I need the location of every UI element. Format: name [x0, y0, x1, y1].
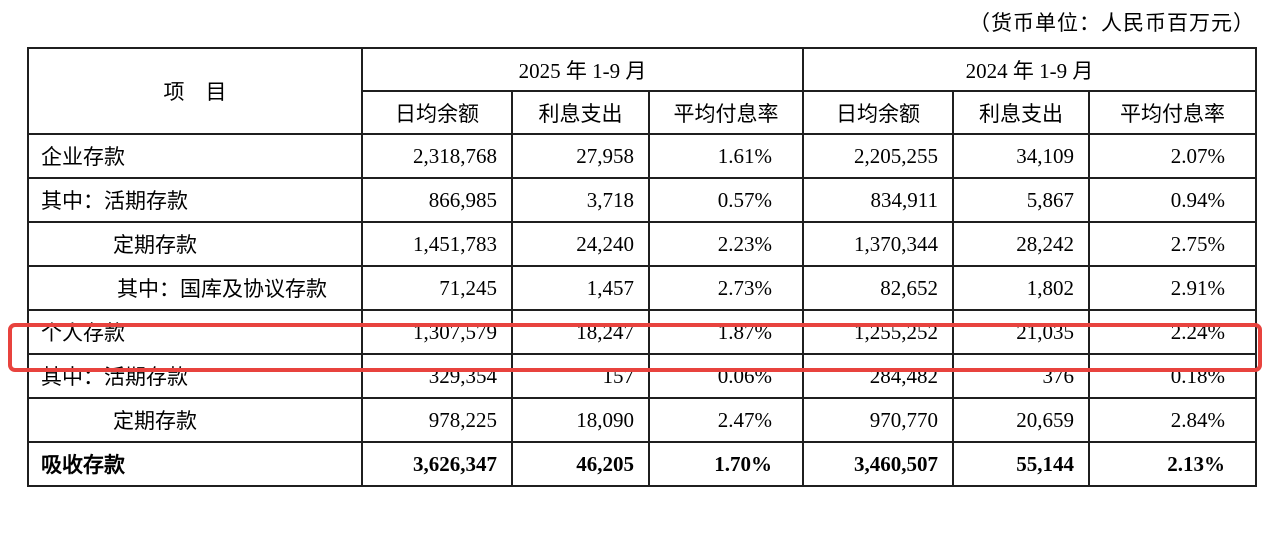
sub-header-avg-rate-2025: 平均付息率 [648, 90, 804, 135]
cell-avg-balance-2024: 3,460,507 [802, 441, 954, 487]
cell-avg-rate-2025: 0.06% [648, 353, 804, 399]
cell-interest-expense-2025: 157 [511, 353, 650, 399]
cell-avg-rate-2025: 2.23% [648, 221, 804, 267]
sub-header-avg-rate-2024: 平均付息率 [1088, 90, 1257, 135]
cell-avg-rate-2024: 2.13% [1088, 441, 1257, 487]
cell-avg-balance-2025: 1,451,783 [361, 221, 513, 267]
period-header-2024: 2024 年 1-9 月 [802, 47, 1257, 92]
cell-interest-expense-2025: 18,090 [511, 397, 650, 443]
row-label: 个人存款 [27, 309, 363, 355]
cell-interest-expense-2025: 18,247 [511, 309, 650, 355]
row-label: 定期存款 [27, 221, 363, 267]
table-row: 其中：国库及协议存款 71,245 1,457 2.73% 82,652 1,802 2.9… [27, 265, 1257, 311]
cell-avg-balance-2024: 834,911 [802, 177, 954, 223]
sub-header-interest-expense-2025: 利息支出 [511, 90, 650, 135]
currency-unit-note: （货币单位：人民币百万元） [969, 11, 1255, 35]
table-row: 企业存款 2,318,768 27,958 1.61% 2,205,255 34,109 2… [27, 133, 1257, 179]
cell-avg-balance-2025: 71,245 [361, 265, 513, 311]
cell-avg-rate-2024: 2.07% [1088, 133, 1257, 179]
sub-header-avg-balance-2024: 日均余额 [802, 90, 954, 135]
cell-interest-expense-2024: 5,867 [952, 177, 1090, 223]
cell-interest-expense-2024: 376 [952, 353, 1090, 399]
cell-avg-rate-2024: 0.94% [1088, 177, 1257, 223]
table-body: 企业存款 2,318,768 27,958 1.61% 2,205,255 34,109 2… [27, 133, 1257, 487]
row-label: 其中：国库及协议存款 [27, 265, 363, 311]
cell-interest-expense-2025: 1,457 [511, 265, 650, 311]
cell-avg-rate-2024: 2.75% [1088, 221, 1257, 267]
cell-interest-expense-2024: 1,802 [952, 265, 1090, 311]
item-column-header: 项 目 [27, 47, 363, 135]
cell-avg-rate-2024: 2.24% [1088, 309, 1257, 355]
period-header-2025: 2025 年 1-9 月 [361, 47, 804, 92]
cell-avg-balance-2025: 2,318,768 [361, 133, 513, 179]
cell-avg-rate-2025: 1.61% [648, 133, 804, 179]
table-row: 个人存款 1,307,579 18,247 1.87% 1,255,252 21,035 2… [27, 309, 1257, 355]
cell-avg-rate-2024: 2.91% [1088, 265, 1257, 311]
cell-interest-expense-2025: 3,718 [511, 177, 650, 223]
cell-avg-rate-2025: 1.87% [648, 309, 804, 355]
cell-avg-balance-2024: 82,652 [802, 265, 954, 311]
table-row: 其中：活期存款 866,985 3,718 0.57% 834,911 5,867 0.94… [27, 177, 1257, 223]
row-label: 其中：活期存款 [27, 353, 363, 399]
table-header: 项 目 2025 年 1-9 月 2024 年 1-9 月 日均余额 利息支出 … [27, 47, 1257, 135]
cell-avg-balance-2024: 970,770 [802, 397, 954, 443]
sub-header-avg-balance-2025: 日均余额 [361, 90, 513, 135]
row-label: 定期存款 [27, 397, 363, 443]
cell-interest-expense-2025: 24,240 [511, 221, 650, 267]
table-row: 定期存款 1,451,783 24,240 2.23% 1,370,344 28,242 2… [27, 221, 1257, 267]
cell-avg-balance-2024: 1,255,252 [802, 309, 954, 355]
cell-avg-rate-2025: 2.73% [648, 265, 804, 311]
cell-interest-expense-2025: 46,205 [511, 441, 650, 487]
table-row: 其中：活期存款 329,354 157 0.06% 284,482 376 0.18% [27, 353, 1257, 399]
row-label: 企业存款 [27, 133, 363, 179]
row-label: 其中：活期存款 [27, 177, 363, 223]
cell-avg-balance-2025: 978,225 [361, 397, 513, 443]
cell-avg-balance-2025: 329,354 [361, 353, 513, 399]
cell-avg-balance-2024: 284,482 [802, 353, 954, 399]
table-row: 吸收存款 3,626,347 46,205 1.70% 3,460,507 55,144 2… [27, 441, 1257, 487]
period-header-row: 项 目 2025 年 1-9 月 2024 年 1-9 月 [27, 47, 1257, 135]
cell-avg-balance-2025: 1,307,579 [361, 309, 513, 355]
cell-interest-expense-2024: 28,242 [952, 221, 1090, 267]
cell-avg-rate-2024: 0.18% [1088, 353, 1257, 399]
row-label: 吸收存款 [27, 441, 363, 487]
cell-interest-expense-2025: 27,958 [511, 133, 650, 179]
cell-interest-expense-2024: 21,035 [952, 309, 1090, 355]
cell-avg-rate-2025: 1.70% [648, 441, 804, 487]
cell-interest-expense-2024: 34,109 [952, 133, 1090, 179]
cell-avg-balance-2024: 2,205,255 [802, 133, 954, 179]
sub-header-row: 日均余额 利息支出 平均付息率 日均余额 利息支出 平均付息率 [28, 90, 1257, 135]
sub-header-interest-expense-2024: 利息支出 [952, 90, 1090, 135]
cell-interest-expense-2024: 20,659 [952, 397, 1090, 443]
cell-avg-balance-2025: 3,626,347 [361, 441, 513, 487]
cell-avg-balance-2025: 866,985 [361, 177, 513, 223]
cell-avg-rate-2025: 0.57% [648, 177, 804, 223]
cell-avg-rate-2024: 2.84% [1088, 397, 1257, 443]
table-row: 定期存款 978,225 18,090 2.47% 970,770 20,659 2.84% [27, 397, 1257, 443]
deposit-table: 项 目 2025 年 1-9 月 2024 年 1-9 月 日均余额 利息支出 … [27, 47, 1257, 487]
cell-avg-balance-2024: 1,370,344 [802, 221, 954, 267]
cell-interest-expense-2024: 55,144 [952, 441, 1090, 487]
cell-avg-rate-2025: 2.47% [648, 397, 804, 443]
